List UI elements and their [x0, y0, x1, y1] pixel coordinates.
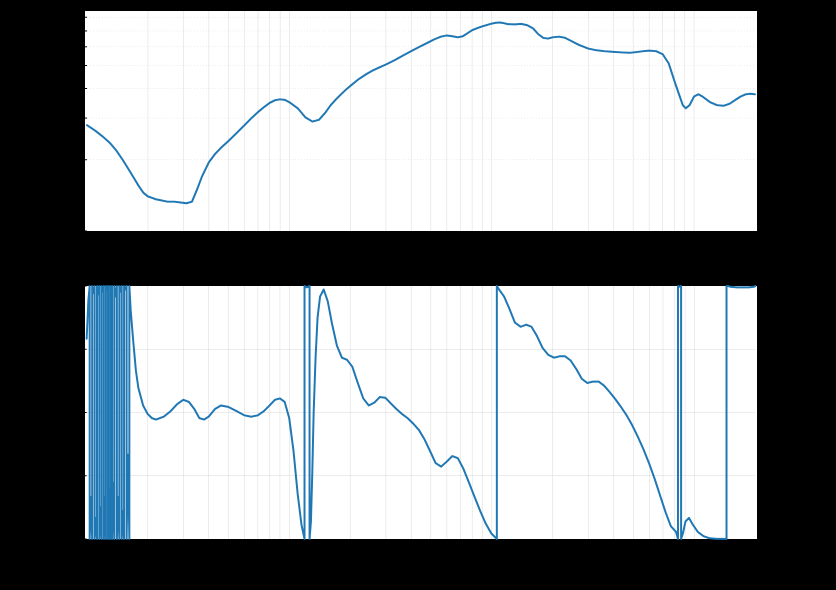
- bottom-chart-svg: [85, 286, 757, 539]
- bottom-chart-panel: [84, 285, 758, 540]
- top-chart-svg: [85, 11, 757, 231]
- figure: [0, 0, 836, 590]
- top-chart-panel: [84, 10, 758, 232]
